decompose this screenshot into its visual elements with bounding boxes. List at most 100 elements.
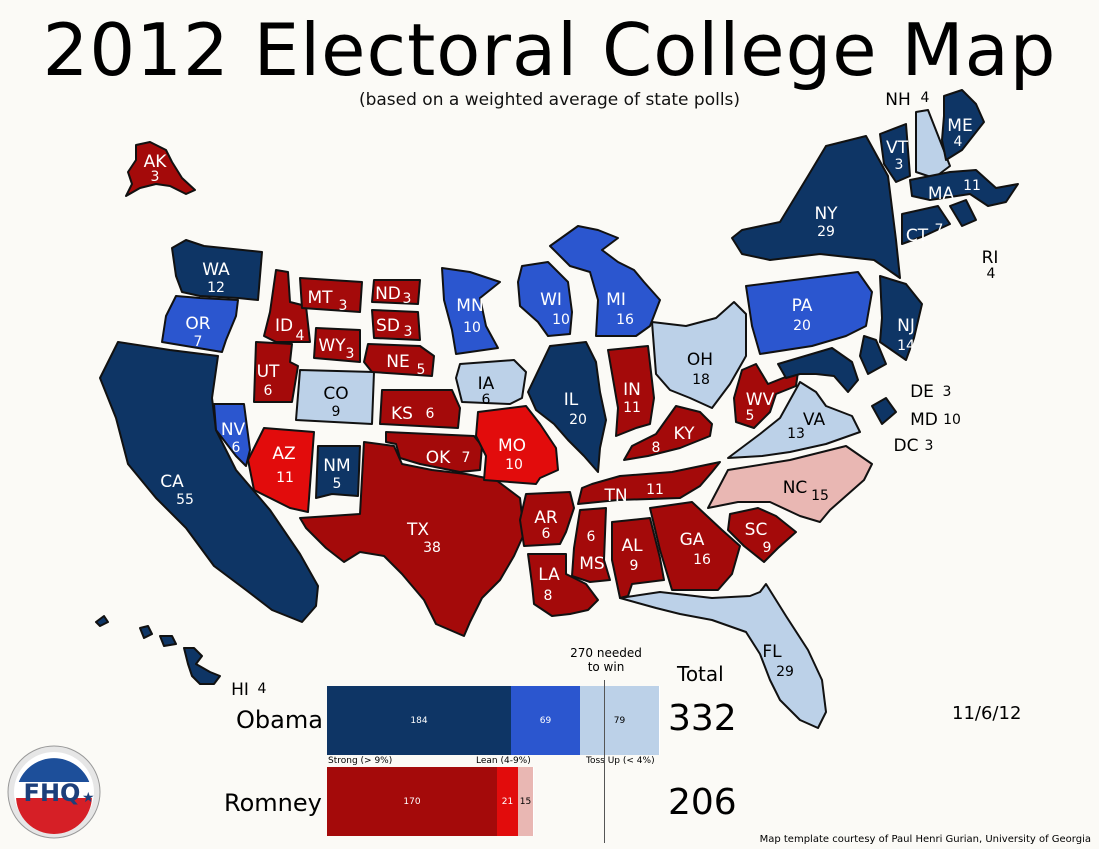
state-label-ar: AR [534,508,558,528]
state-fl [619,583,827,729]
state-label-mi: MI [606,290,626,310]
state-ar [519,491,575,547]
state-vt [879,123,911,183]
state-label-al: AL [621,536,643,556]
state-label-wy: WY [318,336,346,356]
state-label-ky: KY [674,424,696,444]
state-nh [915,109,951,179]
state-ev-nc: 15 [811,488,829,504]
state-label-nh: NH [885,90,911,110]
state-ev-ms: 6 [587,529,596,545]
state-label-ut: UT [257,362,280,382]
state-tx [299,441,525,637]
state-ev-in: 11 [623,400,641,416]
state-ca [99,341,319,623]
state-ev-al: 9 [630,558,639,574]
state-label-de: DE [910,382,934,402]
state-ev-co: 9 [332,404,341,420]
state-ev-wy: 3 [346,346,355,362]
state-label-wv: WV [746,390,775,410]
state-ev-nh: 4 [921,90,930,106]
state-ev-ny: 29 [817,224,835,240]
state-label-pa: PA [792,296,813,316]
state-ev-va: 13 [787,426,805,442]
state-mi [549,225,661,337]
legend-strong: Strong (> 9%) [328,756,393,766]
obama-total: 332 [668,698,737,739]
state-ev-ct: 7 [935,222,944,238]
state-ev-ks: 6 [426,406,435,422]
state-nc [707,445,873,523]
state-mn [441,267,501,355]
state-ev-ky: 8 [652,440,661,456]
state-nj [879,275,923,361]
date-label: 11/6/12 [952,703,1022,724]
state-label-or: OR [185,314,210,334]
state-label-ri: RI [982,248,999,268]
state-label-az: AZ [272,444,295,464]
state-label-fl: FL [762,642,782,662]
state-ev-dc: 3 [925,438,934,454]
state-ev-la: 8 [544,588,553,604]
state-label-me: ME [947,116,972,136]
state-ri [949,199,977,227]
state-sc [727,507,797,563]
legend-lean: Lean (4-9%) [476,756,531,766]
state-ev-wi: 10 [552,312,570,328]
state-ev-ak: 3 [151,169,160,185]
state-ev-oh: 18 [692,372,710,388]
state-label-nj: NJ [897,316,915,336]
state-label-co: CO [323,384,348,404]
state-va [727,381,861,459]
state-label-mt: MT [307,288,333,308]
svg-text:★: ★ [82,790,95,806]
state-ev-mi: 16 [616,312,634,328]
state-id [263,269,311,343]
state-pa [745,271,873,355]
state-ct [901,205,951,245]
state-label-ct: CT [906,226,929,246]
state-label-sc: SC [745,520,768,540]
state-label-dc: DC [894,436,919,456]
state-label-ks: KS [391,404,413,424]
state-label-nm: NM [323,456,350,476]
state-ut [253,341,299,403]
state-label-ak: AK [144,152,168,172]
state-ma [909,169,1019,207]
state-label-tn: TN [603,486,627,506]
state-ev-ok: 7 [462,450,471,466]
state-nm [315,445,361,499]
map-subtitle: (based on a weighted average of state po… [358,90,741,110]
state-label-nd: ND [375,284,401,304]
state-ev-hi: 4 [258,681,267,697]
romney-label: Romney [224,789,322,817]
state-ev-me: 4 [954,134,963,150]
state-label-ok: OK [426,448,451,468]
state-de [859,335,887,375]
state-ev-ma: 11 [963,178,981,194]
state-wi [517,261,573,337]
state-label-in: IN [623,380,641,400]
state-ks [379,389,461,429]
obama-segment-tossup: 79 [580,686,660,755]
state-oh [651,301,747,409]
state-ev-mn: 10 [463,320,481,336]
state-wy [313,327,361,363]
state-nd [371,279,421,305]
state-wa [171,239,263,301]
state-ev-or: 7 [194,334,203,350]
state-hi [95,615,221,685]
state-ev-sd: 3 [404,324,413,340]
state-me [941,89,985,161]
romney-segment-lean: 21 [497,767,519,836]
state-ne [363,343,435,377]
state-label-oh: OH [687,350,713,370]
state-ev-sc: 9 [763,540,772,556]
state-tn [577,461,721,505]
state-co [295,369,375,425]
needed-to-win-label: 270 needed to win [570,646,642,674]
state-ev-nv: 6 [232,440,241,456]
state-ev-id: 4 [296,328,305,344]
state-label-hi: HI [231,680,249,700]
